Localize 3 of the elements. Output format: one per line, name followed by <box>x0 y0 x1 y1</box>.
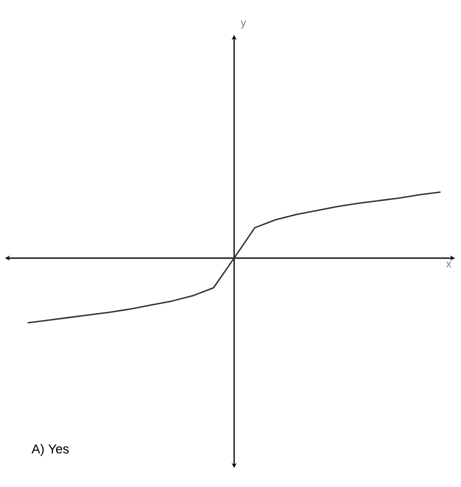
text: y <box>240 20 246 28</box>
text: A) Yes <box>32 444 69 456</box>
x-axis-title: x <box>446 262 452 268</box>
